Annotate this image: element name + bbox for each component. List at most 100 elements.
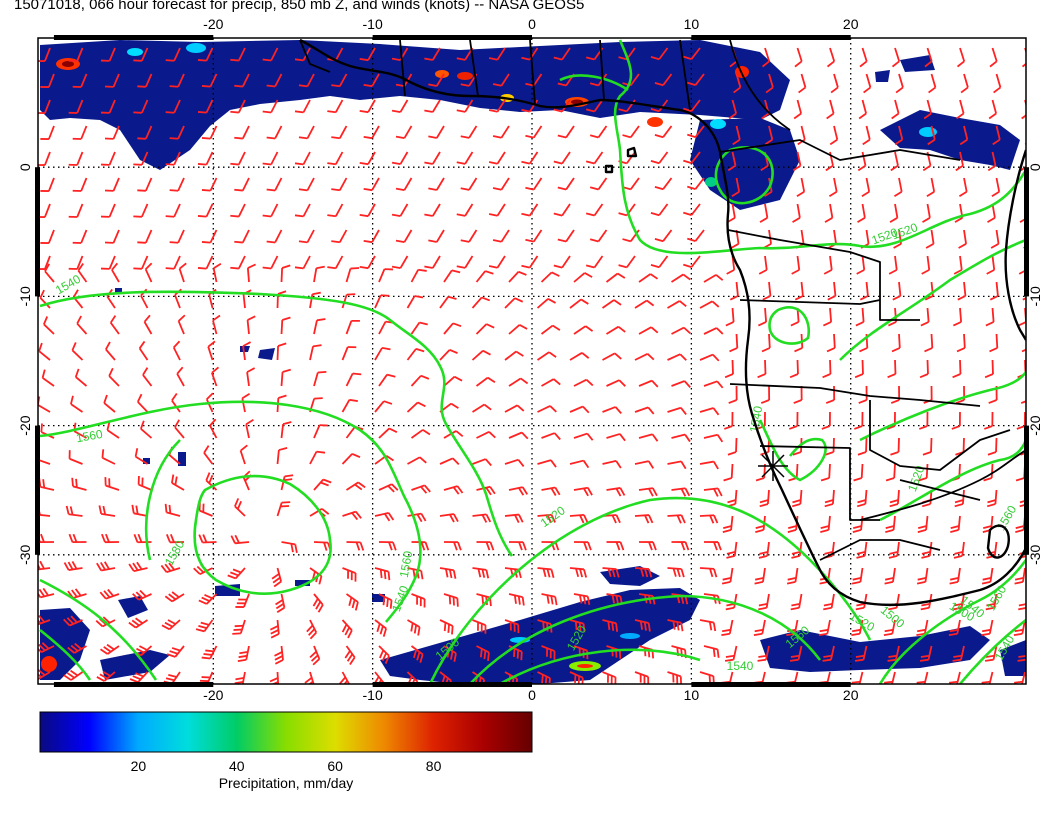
frame-bar — [1024, 167, 1029, 297]
wind-barb — [72, 125, 88, 140]
wind-barb — [829, 125, 839, 146]
wind-barb — [508, 377, 529, 387]
wind-barb — [605, 272, 626, 283]
wind-barb — [378, 268, 394, 283]
wind-barb — [537, 567, 555, 578]
wind-barb — [525, 125, 543, 139]
wind-barb — [853, 463, 864, 482]
wind-barb — [521, 255, 539, 269]
wind-barb — [958, 229, 967, 249]
wind-barb — [791, 489, 803, 508]
wind-barb — [262, 151, 279, 166]
wind-barb — [100, 203, 116, 218]
wind-barb — [988, 99, 997, 120]
wind-barb — [856, 255, 866, 275]
wind-barb — [178, 262, 187, 283]
wind-barb — [796, 177, 806, 197]
wind-barb — [956, 99, 965, 120]
wind-barb — [557, 125, 575, 139]
wind-barb — [504, 513, 524, 524]
wind-barb — [374, 619, 387, 637]
wind-barb — [667, 353, 687, 361]
wind-barb — [72, 229, 88, 244]
precip-intense-cells — [41, 43, 937, 672]
wind-barb — [638, 541, 657, 551]
contour-line — [499, 648, 701, 684]
wind-barb — [471, 349, 491, 361]
wind-barb — [703, 380, 724, 389]
wind-barb — [960, 73, 969, 94]
wind-barb — [38, 203, 51, 218]
wind-barb — [169, 229, 185, 244]
border — [739, 299, 881, 305]
wind-barb — [703, 327, 724, 335]
wind-barb — [687, 229, 705, 242]
wind-barb — [826, 47, 836, 68]
wind-barb — [569, 619, 586, 633]
wind-barb — [472, 403, 492, 413]
wind-barb — [165, 151, 181, 166]
wind-barb — [374, 400, 393, 413]
wind-barb — [266, 73, 283, 88]
wind-barb — [992, 125, 1001, 146]
wind-barb — [683, 203, 701, 216]
wind-barb — [234, 498, 246, 517]
wind-barb — [99, 643, 120, 655]
frame-bar — [691, 682, 851, 687]
west-africa-coastline — [299, 38, 1026, 607]
wind-barb — [99, 588, 120, 600]
wind-barb — [239, 444, 248, 465]
wind-barb — [104, 125, 120, 140]
wind-barb — [298, 177, 315, 192]
wind-barb — [341, 398, 358, 413]
wind-barb — [508, 645, 523, 661]
wind-barb — [923, 99, 932, 120]
contour-line — [839, 238, 1026, 361]
wind-barb — [703, 645, 720, 658]
wind-barb — [133, 47, 149, 62]
wind-barb — [948, 619, 961, 637]
wind-barb — [96, 561, 116, 572]
latitude-tick-label: -20 — [17, 415, 33, 435]
wind-barb — [488, 151, 506, 165]
wind-barb — [443, 541, 462, 551]
wind-barb — [887, 645, 900, 662]
latitude-tick-label: 0 — [1027, 163, 1043, 171]
wind-barb — [197, 255, 214, 270]
wind-barb — [165, 47, 181, 62]
wind-barb — [488, 47, 506, 61]
wind-barb — [889, 489, 900, 508]
wind-barb — [443, 375, 463, 387]
wind-barb — [573, 541, 592, 551]
wind-barb — [537, 459, 557, 468]
wind-barb — [68, 450, 83, 465]
frame-bar — [35, 425, 40, 555]
wind-barb — [234, 229, 250, 244]
wind-barb — [758, 307, 768, 327]
wind-barb — [232, 619, 246, 635]
wind-barb — [885, 515, 896, 533]
wind-barb — [456, 99, 474, 113]
wind-barb — [201, 229, 218, 244]
wind-barb — [71, 342, 84, 361]
wind-barb — [508, 486, 529, 496]
wind-barb — [235, 593, 250, 608]
page-title: 15071018, 066 hour forecast for precip, … — [14, 0, 585, 13]
wind-barb — [855, 307, 865, 327]
wind-barb — [424, 255, 441, 269]
wind-barb — [959, 125, 969, 146]
wind-barb — [411, 593, 426, 608]
wind-barb — [953, 593, 965, 611]
wind-barb — [134, 448, 148, 465]
wind-barb — [100, 255, 116, 270]
wind-barb — [589, 229, 608, 243]
wind-barb — [327, 99, 344, 114]
longitude-labels-top: -20 -10 0 10 20 — [203, 16, 859, 32]
contour-line — [714, 146, 774, 205]
wind-barb — [654, 125, 673, 139]
border — [819, 539, 941, 561]
wind-barb — [822, 359, 832, 379]
wind-barb — [540, 324, 561, 335]
wind-barb — [312, 593, 324, 613]
wind-barb — [128, 561, 148, 572]
